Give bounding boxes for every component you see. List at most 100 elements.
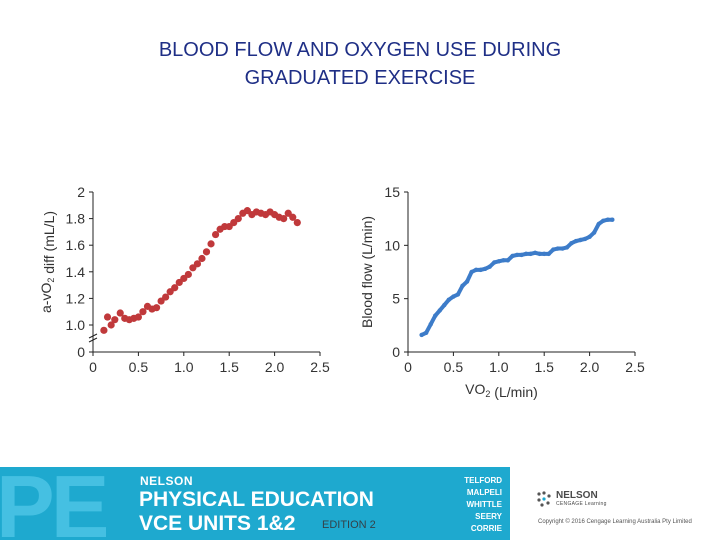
data-point bbox=[487, 264, 492, 269]
data-point bbox=[473, 267, 479, 273]
y-tick-label: 1.6 bbox=[66, 237, 86, 253]
data-point bbox=[442, 302, 447, 308]
author-name: TELFORD bbox=[464, 476, 502, 485]
y-tick-label: 2 bbox=[77, 184, 85, 200]
data-point bbox=[107, 321, 115, 329]
slide-title-line2: GRADUATED EXERCISE bbox=[244, 67, 476, 89]
data-point bbox=[578, 237, 583, 243]
data-point bbox=[171, 284, 179, 292]
data-point bbox=[582, 236, 588, 242]
author-name: SEERY bbox=[475, 512, 502, 521]
data-point bbox=[514, 252, 520, 258]
data-point bbox=[419, 332, 424, 338]
data-point bbox=[289, 213, 297, 221]
data-point bbox=[193, 260, 202, 268]
slide-title-line1: BLOOD FLOW AND OXYGEN USE DURING bbox=[158, 39, 562, 61]
data-point bbox=[446, 297, 452, 302]
data-point bbox=[610, 217, 615, 222]
data-point bbox=[551, 247, 556, 252]
data-point bbox=[293, 218, 301, 227]
data-point bbox=[482, 266, 488, 271]
data-point bbox=[202, 248, 211, 256]
y-tick-label: 1.2 bbox=[66, 290, 86, 306]
y-tick-label: 5 bbox=[392, 291, 400, 307]
publisher-subtitle: CENGAGE Learning bbox=[556, 501, 607, 507]
data-point bbox=[546, 251, 551, 257]
pe-logo: PE bbox=[0, 467, 109, 540]
data-point bbox=[464, 279, 470, 284]
data-point bbox=[469, 269, 474, 275]
x-tick-label: 2.5 bbox=[310, 359, 330, 375]
brand-label: NELSON bbox=[140, 474, 194, 488]
data-point bbox=[501, 258, 506, 263]
y-tick-label: 1.4 bbox=[66, 264, 86, 280]
data-point bbox=[428, 322, 433, 327]
footer-banner: PE NELSON PHYSICAL EDUCATION VCE UNITS 1… bbox=[0, 467, 720, 540]
data-point bbox=[433, 313, 438, 318]
data-point bbox=[211, 230, 220, 239]
data-point bbox=[564, 245, 570, 250]
data-point bbox=[542, 251, 547, 257]
product-subtitle: VCE UNITS 1&2 bbox=[139, 512, 296, 535]
data-point bbox=[510, 253, 515, 259]
x-axis-label: VO2 (L/min) bbox=[465, 381, 538, 400]
x-tick-label: 1.0 bbox=[489, 359, 509, 375]
data-point bbox=[455, 292, 461, 297]
product-title: PHYSICAL EDUCATION bbox=[139, 488, 374, 511]
data-point bbox=[596, 221, 601, 227]
data-point bbox=[451, 294, 456, 299]
data-point bbox=[532, 250, 538, 255]
data-point bbox=[111, 316, 119, 324]
x-tick-label: 0.5 bbox=[129, 359, 149, 375]
axis-break-mark bbox=[88, 333, 98, 339]
data-point bbox=[537, 251, 542, 257]
data-point bbox=[591, 230, 597, 235]
data-point bbox=[478, 267, 483, 273]
data-point bbox=[560, 246, 565, 251]
x-tick-label: 1.5 bbox=[219, 359, 239, 375]
author-name: CORRIE bbox=[470, 524, 502, 533]
y-tick-label: 10 bbox=[384, 237, 400, 253]
data-point bbox=[116, 309, 124, 317]
x-tick-label: 2.5 bbox=[625, 359, 645, 375]
data-point bbox=[505, 258, 511, 263]
series-line bbox=[419, 217, 615, 337]
data-point bbox=[460, 283, 465, 289]
data-point bbox=[234, 215, 242, 223]
x-tick-label: 0.5 bbox=[444, 359, 464, 375]
x-tick-label: 1.5 bbox=[534, 359, 554, 375]
data-point bbox=[601, 218, 606, 223]
nelson-mark-icon bbox=[537, 491, 551, 507]
data-point bbox=[555, 246, 561, 251]
data-point bbox=[519, 252, 524, 258]
slide-title: BLOOD FLOW AND OXYGEN USE DURING GRADUAT… bbox=[60, 36, 660, 92]
y-tick-label: 0 bbox=[392, 344, 400, 360]
data-point bbox=[492, 260, 497, 265]
data-point bbox=[496, 259, 501, 264]
data-point bbox=[198, 254, 206, 263]
y-tick-label: 15 bbox=[384, 184, 400, 200]
publisher-name: NELSON bbox=[556, 490, 598, 501]
data-point bbox=[437, 308, 442, 313]
data-point bbox=[134, 313, 142, 321]
data-point bbox=[100, 326, 108, 334]
data-point bbox=[423, 330, 429, 335]
edition-label: EDITION 2 bbox=[322, 519, 376, 531]
data-point bbox=[528, 251, 533, 257]
data-point bbox=[103, 313, 112, 321]
x-tick-label: 2.0 bbox=[265, 359, 285, 375]
x-tick-label: 0 bbox=[404, 359, 412, 375]
y-tick-label: 1.8 bbox=[66, 211, 86, 227]
data-point bbox=[139, 308, 147, 316]
author-name: MALPELI bbox=[466, 488, 502, 497]
data-point bbox=[569, 241, 574, 246]
x-tick-label: 2.0 bbox=[580, 359, 600, 375]
authors-list: TELFORD MALPELI WHITTLE SEERY CORRIE bbox=[464, 475, 502, 535]
data-point bbox=[207, 240, 215, 248]
blood-flow-chart: 0 5 10 15 0 0.5 1.0 1.5 2.0 2.5 VO2 (L/min) Blood f… bbox=[359, 184, 645, 400]
x-tick-label: 0 bbox=[89, 359, 97, 375]
data-point bbox=[152, 304, 161, 312]
y-axis-label: a-vO2 diff (mL/L) bbox=[38, 211, 57, 313]
data-point bbox=[587, 234, 592, 239]
x-tick-label: 1.0 bbox=[174, 359, 194, 375]
